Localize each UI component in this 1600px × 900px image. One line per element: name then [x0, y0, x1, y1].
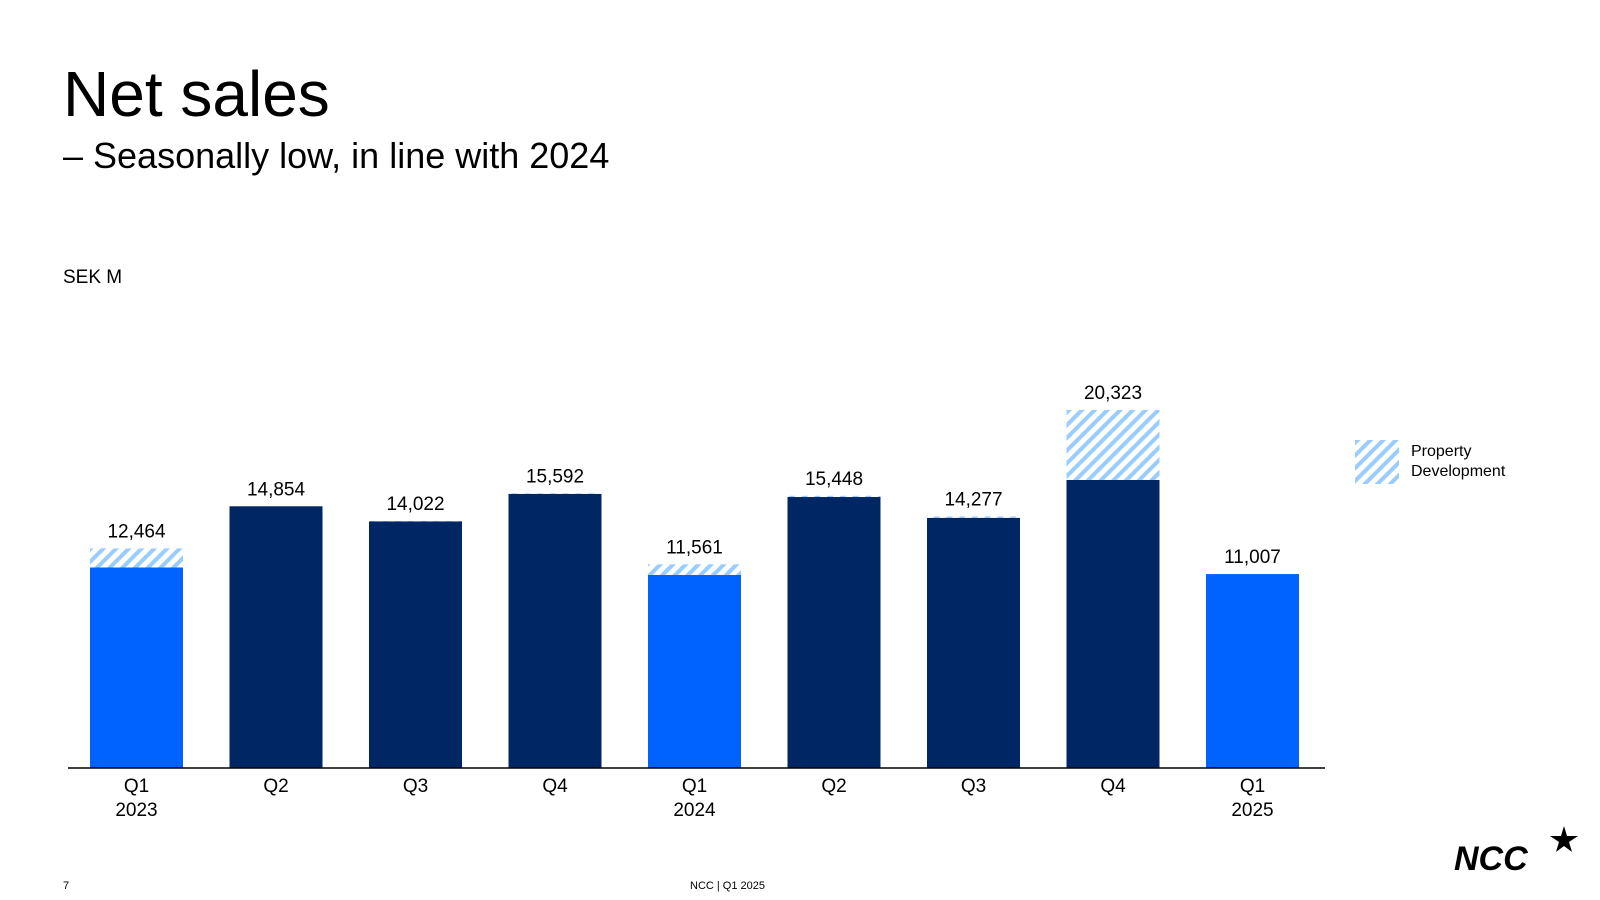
data-label-total: 11,561	[666, 537, 723, 558]
x-tick-labels-group: Q1 2023 Q2 Q3 Q4 Q1 2024 Q2 Q3 Q4 Q1 2025	[115, 776, 1273, 821]
data-label-total: 15,448	[805, 469, 863, 490]
data-label-total: 11,007	[1224, 547, 1281, 568]
bar-segment-base	[229, 506, 323, 768]
bar-segment-property-development	[1066, 409, 1160, 480]
x-tick-label-quarter: Q1	[124, 776, 149, 797]
bar-segment-base	[90, 567, 183, 768]
x-tick-label-year: 2023	[115, 800, 157, 821]
footer-text: NCC | Q1 2025	[690, 880, 766, 892]
x-tick-label-quarter: Q2	[821, 776, 846, 797]
bar-segment-base	[1066, 479, 1160, 768]
data-label-total: 14,277	[944, 489, 1002, 510]
ncc-logo: NCC	[1454, 826, 1578, 876]
bar-segment-base	[1206, 574, 1299, 768]
x-tick-label-quarter: Q3	[403, 776, 428, 797]
bar-segment-base	[369, 521, 462, 768]
bars-group	[90, 409, 1299, 768]
x-tick-label-year: 2025	[1231, 800, 1273, 821]
bar-segment-property-development	[648, 564, 741, 575]
star-icon	[1550, 826, 1578, 852]
value-labels-group: 12,464 14,854 14,022 15,592 11,561 15,448 14,2…	[107, 383, 1280, 568]
svg-text:NCC: NCC	[1454, 840, 1528, 876]
x-tick-label-year: 2024	[673, 800, 716, 821]
x-tick-label-quarter: Q2	[263, 776, 288, 797]
bar-segment-base	[927, 517, 1020, 768]
bar-segment-property-development	[90, 548, 183, 568]
bar-segment-base	[787, 497, 881, 768]
data-label-total: 14,854	[247, 479, 306, 500]
bar-segment-property-development	[508, 493, 602, 494]
legend-swatch-property-development	[1355, 440, 1399, 484]
slide-title: Net sales	[63, 58, 330, 130]
data-label-total: 15,592	[526, 466, 584, 487]
bar-segment-property-development	[787, 495, 881, 498]
slide-subtitle: – Seasonally low, in line with 2024	[63, 135, 610, 176]
data-label-total: 20,323	[1084, 383, 1142, 404]
x-tick-label-quarter: Q1	[682, 776, 707, 797]
x-tick-label-quarter: Q3	[961, 776, 986, 797]
legend-label-property-development: Property Development	[1411, 443, 1506, 480]
x-tick-label-quarter: Q4	[542, 776, 568, 797]
page-number: 7	[63, 880, 70, 892]
bar-segment-property-development	[927, 516, 1020, 518]
data-label-total: 14,022	[386, 494, 444, 515]
x-tick-label-quarter: Q4	[1100, 776, 1126, 797]
unit-label: SEK M	[63, 267, 123, 288]
bar-segment-base	[508, 493, 602, 768]
x-tick-label-quarter: Q1	[1240, 776, 1265, 797]
data-label-total: 12,464	[107, 521, 166, 542]
bar-segment-base	[648, 574, 741, 768]
legend: Property Development	[1355, 440, 1531, 484]
